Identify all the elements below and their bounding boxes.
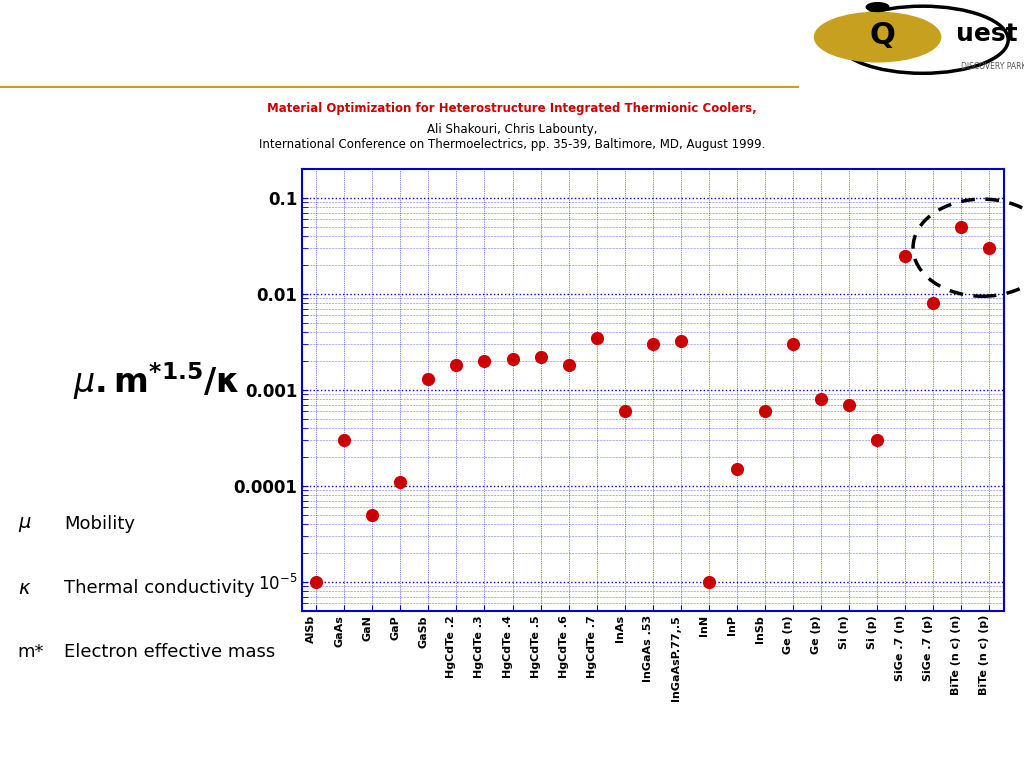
Text: InGaAs .53: InGaAs .53 (643, 615, 653, 682)
Text: $\mu$$\mathbf{.m^{*1.5}/\kappa}$: $\mu$$\mathbf{.m^{*1.5}/\kappa}$ (74, 360, 240, 402)
Point (700, 575, 717, 588)
Point (560, 359, 577, 372)
Point (616, 405, 633, 417)
Text: uest: uest (956, 22, 1018, 45)
Point (757, 405, 773, 417)
Point (449, 359, 465, 372)
Text: NANOHUB: NANOHUB (30, 744, 73, 753)
Text: HgCdTe .7: HgCdTe .7 (587, 615, 597, 678)
Text: Material Optimization for Heterostructure Integrated Thermionic Coolers,: Material Optimization for Heterostructur… (267, 102, 757, 115)
Point (392, 475, 409, 488)
Text: Ge (p): Ge (p) (811, 615, 821, 654)
Text: Mobility: Mobility (65, 515, 135, 534)
Text: Material figure-of-merit for thermoelectrics: Material figure-of-merit for thermoelect… (12, 28, 728, 56)
Point (869, 434, 886, 446)
Text: InGaAsP.77,.5: InGaAsP.77,.5 (671, 615, 681, 701)
Text: $\kappa$: $\kappa$ (17, 579, 31, 598)
Point (532, 351, 549, 363)
Text: BiTe (n c) (p): BiTe (n c) (p) (980, 615, 989, 696)
Point (926, 297, 942, 310)
Text: Ali Shakouri, Chris Labounty,
International Conference on Thermoelectrics, pp. 3: Ali Shakouri, Chris Labounty, Internatio… (259, 124, 765, 151)
Text: A. Shakouri nanoHUB-U-Fall 2013: A. Shakouri nanoHUB-U-Fall 2013 (362, 727, 662, 744)
FancyBboxPatch shape (39, 713, 59, 733)
Text: Q: Q (869, 21, 895, 50)
Text: GaP: GaP (390, 615, 400, 640)
Text: GaAs: GaAs (334, 615, 344, 647)
Text: HgCdTe .3: HgCdTe .3 (474, 615, 484, 677)
Text: m*: m* (17, 644, 44, 661)
Point (841, 399, 857, 411)
Text: Thermal conductivity: Thermal conductivity (65, 579, 255, 598)
Point (645, 338, 662, 350)
Text: $\mu$: $\mu$ (17, 515, 32, 535)
Point (813, 393, 829, 406)
Text: InAs: InAs (614, 615, 625, 642)
Point (953, 220, 970, 233)
Point (729, 462, 745, 475)
Point (981, 242, 997, 254)
Text: HgCdTe .5: HgCdTe .5 (530, 615, 541, 677)
Text: SiGe .7 (n): SiGe .7 (n) (895, 615, 905, 681)
Point (589, 332, 605, 344)
Text: SiGe .7 (p): SiGe .7 (p) (924, 615, 934, 681)
Text: DISCOVERY PARK: DISCOVERY PARK (961, 61, 1024, 71)
Text: 5: 5 (987, 727, 998, 744)
Text: Si (n): Si (n) (840, 615, 849, 649)
Text: Ge (n): Ge (n) (783, 615, 793, 654)
Text: InN: InN (699, 615, 709, 636)
Circle shape (866, 2, 889, 12)
Point (476, 355, 493, 367)
Text: GaSb: GaSb (419, 615, 428, 647)
Text: HgCdTe .4: HgCdTe .4 (503, 615, 512, 678)
Point (897, 250, 913, 262)
FancyBboxPatch shape (14, 713, 35, 733)
Text: HgCdTe .6: HgCdTe .6 (559, 615, 568, 678)
Text: InP: InP (727, 615, 737, 635)
Text: HgCdTe .2: HgCdTe .2 (446, 615, 457, 678)
Text: GaN: GaN (362, 615, 373, 641)
Point (784, 338, 801, 350)
Point (504, 353, 520, 365)
Point (308, 575, 325, 588)
Text: Electron effective mass: Electron effective mass (65, 644, 275, 661)
Text: Si (p): Si (p) (867, 615, 878, 649)
Text: AlSb: AlSb (306, 615, 316, 644)
Text: InSb: InSb (755, 615, 765, 643)
Text: PURDUE
UNIVERSITY: PURDUE UNIVERSITY (118, 724, 183, 746)
Point (673, 335, 689, 347)
Point (336, 434, 352, 446)
Point (420, 372, 436, 385)
Text: BiTe (n c) (n): BiTe (n c) (n) (951, 615, 962, 696)
Point (365, 508, 381, 521)
Circle shape (814, 12, 941, 62)
